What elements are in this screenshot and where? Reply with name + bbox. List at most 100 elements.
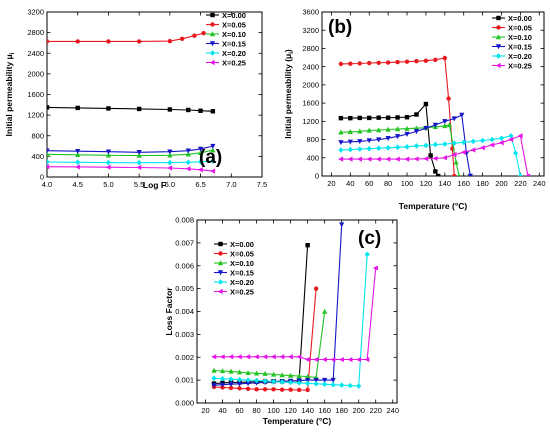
data-point (192, 33, 197, 38)
series-X=0.25 (47, 164, 216, 174)
data-point (330, 356, 336, 363)
series-X=0.00 (47, 105, 216, 114)
y-tick-label: 800 (31, 131, 44, 140)
data-point (366, 138, 372, 144)
data-point (210, 109, 216, 114)
data-point (442, 123, 448, 129)
x-axis-label: Log F (143, 180, 166, 190)
data-point (432, 155, 438, 162)
data-point (279, 354, 285, 360)
series-X=0.25 (211, 265, 378, 363)
series-X=0.20 (47, 158, 216, 166)
data-point (288, 372, 294, 378)
data-point (254, 387, 259, 392)
x-tick-label: 7.5 (257, 180, 267, 189)
x-tick-label: 100 (267, 406, 280, 415)
data-point (75, 149, 81, 155)
data-point (75, 39, 80, 44)
y-tick-label: 0 (315, 172, 319, 181)
x-tick-label: 140 (301, 406, 314, 415)
series-line (340, 102, 439, 176)
legend: X=0.00X=0.05X=0.10X=0.15X=0.20X=0.25 (492, 14, 532, 71)
data-point (185, 151, 191, 157)
data-point (271, 387, 276, 392)
x-tick-label: 160 (457, 179, 470, 188)
data-point (47, 148, 50, 154)
data-point (197, 149, 204, 155)
data-point (367, 115, 372, 121)
y-tick-label: 400 (31, 152, 44, 161)
x-axis-label: Temperature (°C) (399, 201, 468, 211)
data-point (423, 156, 429, 162)
x-tick-label: 120 (420, 179, 433, 188)
x-tick-label: 200 (352, 406, 365, 415)
data-point (348, 115, 353, 121)
data-point (453, 159, 459, 165)
series-line (340, 114, 471, 176)
data-point (211, 375, 217, 382)
data-point (385, 126, 391, 132)
x-tick-label: 200 (495, 179, 508, 188)
series-X=0.05 (47, 30, 206, 44)
legend-entry: X=0.25 (222, 59, 246, 68)
y-axis-label-end: ) (283, 49, 293, 52)
y-axis-label-main: Initial permeability (μ (283, 54, 293, 139)
y-axis-label: Loss Factor (164, 287, 174, 336)
data-point (47, 164, 50, 170)
series-X=0.20 (211, 251, 370, 389)
data-point (106, 106, 111, 111)
legend-marker (209, 31, 216, 37)
data-point (185, 159, 191, 166)
data-point (376, 127, 382, 133)
legend-entry: X=0.15 (230, 269, 254, 278)
data-point (313, 286, 319, 291)
y-axis-label-main: Loss Factor (164, 287, 174, 336)
legend-marker (209, 50, 216, 56)
legend-marker (210, 22, 215, 27)
data-point (330, 377, 336, 383)
data-point (355, 356, 361, 363)
data-point (347, 356, 353, 363)
data-point (74, 164, 80, 170)
data-point (287, 354, 293, 360)
data-point (236, 376, 243, 383)
data-point (479, 145, 485, 151)
data-point (498, 135, 505, 141)
legend-entry: X=0.20 (222, 49, 246, 58)
data-point (167, 149, 173, 155)
chart-panel-b: 20 40 60 80 100 120 140 160 180 200 220 24004008001… (283, 8, 546, 211)
data-point (105, 164, 111, 170)
data-point (357, 128, 363, 134)
data-point (270, 371, 277, 377)
data-point (262, 370, 268, 376)
legend-entry: X=0.25 (230, 288, 254, 297)
series-X=0.15 (47, 143, 216, 156)
data-point (167, 165, 173, 171)
series-X=0.10 (47, 147, 216, 158)
data-point (433, 57, 438, 63)
data-point (460, 149, 466, 155)
data-point (179, 36, 185, 42)
legend-marker (496, 15, 501, 21)
data-point (394, 126, 401, 132)
y-tick-label: 1600 (27, 90, 44, 99)
y-tick-label: 2800 (27, 28, 44, 37)
data-point (288, 379, 294, 386)
x-tick-label: 20 (201, 406, 209, 415)
y-tick-label: 0.008 (175, 216, 194, 225)
data-point (366, 127, 372, 133)
data-point (186, 107, 191, 113)
series-X=0.00 (338, 101, 441, 176)
legend-marker (217, 260, 224, 266)
data-point (211, 382, 217, 388)
x-tick-label: 4.0 (42, 180, 52, 189)
data-point (228, 376, 234, 383)
data-point (296, 380, 302, 386)
x-tick-label: 40 (218, 406, 226, 415)
data-point (245, 370, 251, 376)
data-point (304, 356, 310, 363)
data-point (237, 386, 242, 391)
legend-entry: X=0.05 (508, 24, 532, 33)
data-point (385, 135, 391, 141)
x-tick-label: 140 (439, 179, 452, 188)
